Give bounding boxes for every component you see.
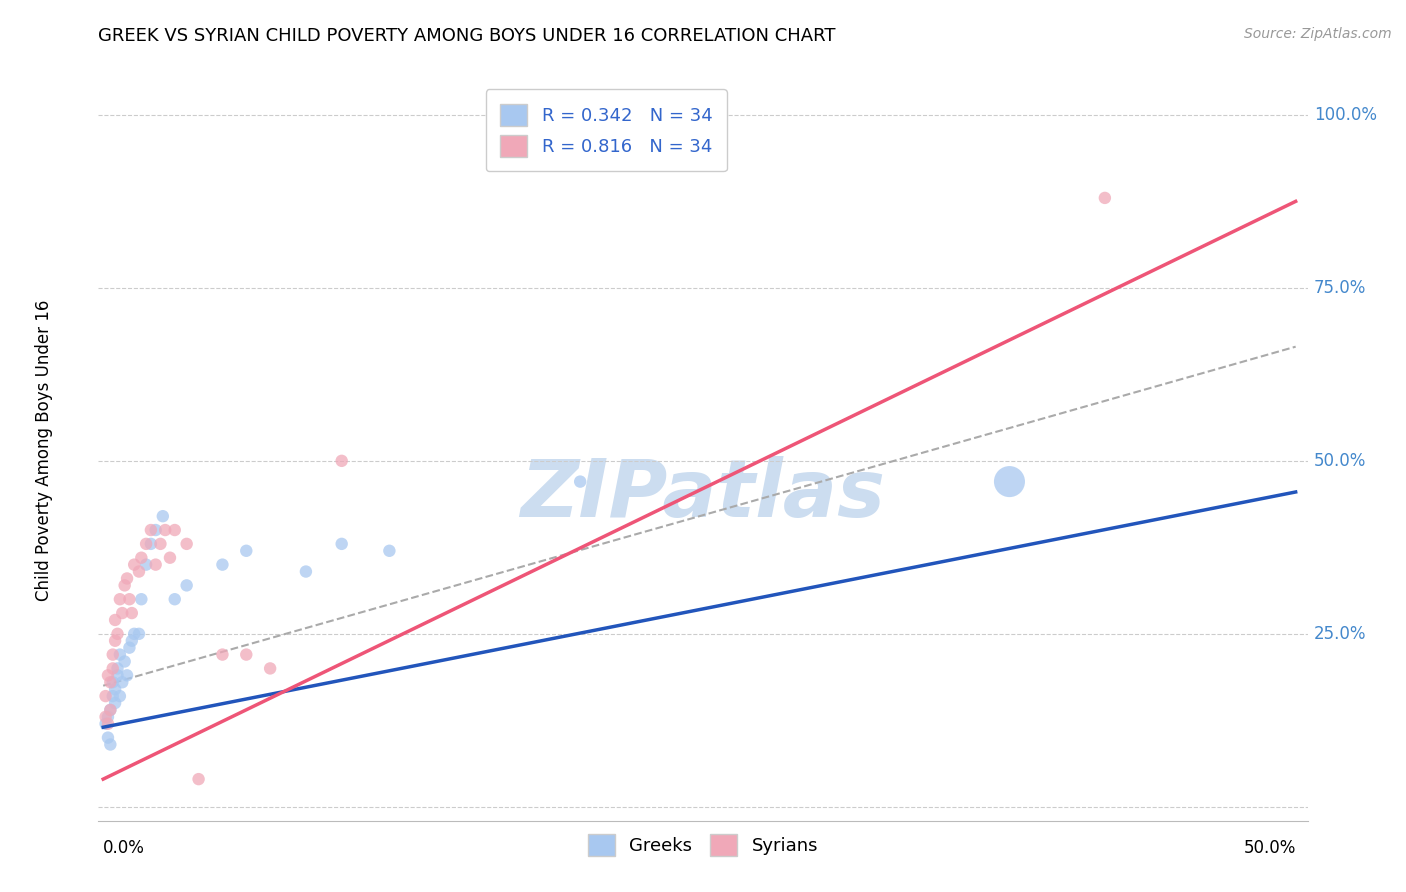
Point — [111, 606, 134, 620]
Point — [163, 592, 186, 607]
Text: 50.0%: 50.0% — [1313, 452, 1367, 470]
Point — [104, 633, 127, 648]
Point — [131, 592, 153, 607]
Point — [104, 613, 127, 627]
Point — [139, 523, 162, 537]
Text: Source: ZipAtlas.com: Source: ZipAtlas.com — [1244, 27, 1392, 41]
Point — [111, 675, 134, 690]
Point — [330, 537, 353, 551]
Point — [108, 592, 131, 607]
Point — [235, 543, 257, 558]
Point — [101, 689, 124, 703]
Point — [115, 572, 138, 586]
Point — [104, 696, 127, 710]
Point — [135, 537, 157, 551]
Point — [128, 565, 150, 579]
Point — [295, 565, 318, 579]
Point — [998, 475, 1021, 489]
Point — [118, 592, 141, 607]
Point — [98, 703, 121, 717]
Point — [115, 668, 138, 682]
Point — [121, 606, 143, 620]
Point — [97, 716, 120, 731]
Text: 50.0%: 50.0% — [1243, 839, 1296, 857]
Point — [107, 627, 129, 641]
Point — [378, 543, 401, 558]
Point — [135, 558, 157, 572]
Point — [211, 558, 233, 572]
Point — [97, 731, 120, 745]
Point — [101, 648, 124, 662]
Text: 25.0%: 25.0% — [1313, 624, 1367, 643]
Point — [107, 668, 129, 682]
Point — [235, 648, 257, 662]
Point — [211, 648, 233, 662]
Point — [97, 668, 120, 682]
Text: Child Poverty Among Boys Under 16: Child Poverty Among Boys Under 16 — [35, 300, 53, 601]
Point — [118, 640, 141, 655]
Point — [153, 523, 176, 537]
Point — [159, 550, 181, 565]
Legend: Greeks, Syrians: Greeks, Syrians — [581, 827, 825, 863]
Point — [101, 661, 124, 675]
Point — [104, 682, 127, 697]
Point — [98, 675, 121, 690]
Point — [122, 558, 145, 572]
Point — [97, 710, 120, 724]
Point — [98, 738, 121, 752]
Point — [128, 627, 150, 641]
Point — [122, 627, 145, 641]
Point — [149, 537, 172, 551]
Point — [187, 772, 209, 786]
Point — [121, 633, 143, 648]
Text: 100.0%: 100.0% — [1313, 106, 1376, 124]
Point — [108, 648, 131, 662]
Point — [1094, 191, 1116, 205]
Point — [152, 509, 174, 524]
Text: GREEK VS SYRIAN CHILD POVERTY AMONG BOYS UNDER 16 CORRELATION CHART: GREEK VS SYRIAN CHILD POVERTY AMONG BOYS… — [98, 27, 837, 45]
Point — [94, 716, 117, 731]
Point — [94, 710, 117, 724]
Point — [114, 655, 136, 669]
Point — [259, 661, 281, 675]
Point — [330, 454, 353, 468]
Point — [145, 523, 167, 537]
Point — [569, 475, 592, 489]
Point — [101, 675, 124, 690]
Point — [176, 578, 198, 592]
Text: 0.0%: 0.0% — [103, 839, 145, 857]
Point — [108, 689, 131, 703]
Point — [145, 558, 167, 572]
Point — [98, 703, 121, 717]
Point — [139, 537, 162, 551]
Text: 75.0%: 75.0% — [1313, 279, 1367, 297]
Point — [114, 578, 136, 592]
Point — [176, 537, 198, 551]
Point — [163, 523, 186, 537]
Point — [94, 689, 117, 703]
Text: ZIPatlas: ZIPatlas — [520, 456, 886, 534]
Point — [107, 661, 129, 675]
Point — [131, 550, 153, 565]
